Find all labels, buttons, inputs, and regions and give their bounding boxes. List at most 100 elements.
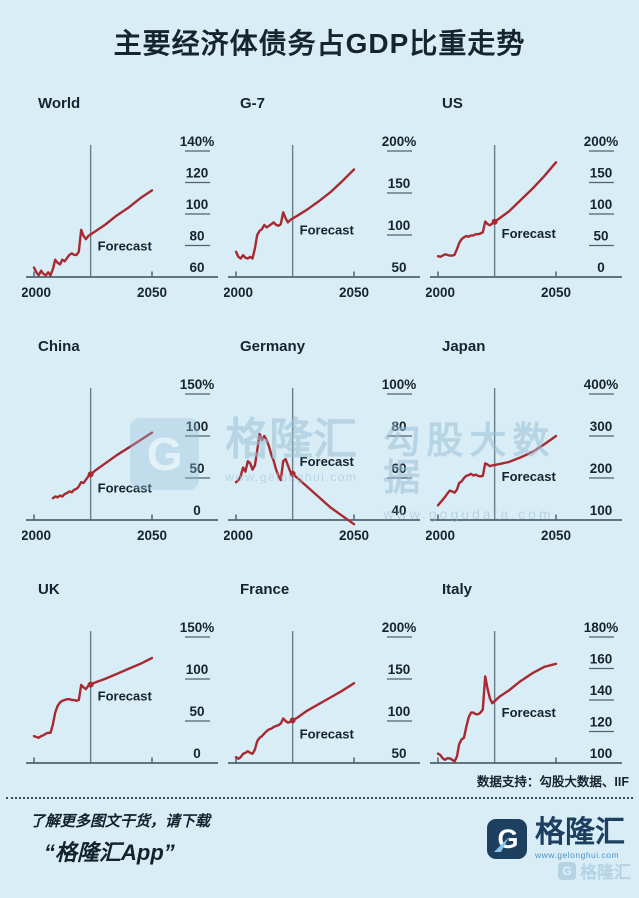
y-tick-label: 200 (590, 461, 613, 476)
chart-canvas: 150% 100 50 0 2000 2050 Forecast (22, 377, 218, 543)
y-tick-label: 100 (388, 218, 411, 233)
x-tick-label: 2050 (137, 285, 167, 300)
chart-canvas: 200% 150 100 50 2000 2050 Forecast (224, 134, 420, 300)
chart-canvas: 180% 160 140 120 100 Forecast (430, 620, 622, 764)
forecast-junction-dot (87, 471, 94, 478)
chart-title: G-7 (240, 95, 266, 112)
debt-gdp-series-line (436, 662, 558, 763)
debt-gdp-series-line (436, 161, 558, 259)
y-tick-label: 60 (391, 461, 406, 476)
y-tick-label: 0 (193, 503, 201, 518)
forecast-label: Forecast (98, 689, 153, 704)
chart-cell-france: France 200% 150 100 50 Forecast (224, 581, 424, 805)
charts-grid: World 140% 120 100 80 60 2000 2050 Forecast G-7 20… (22, 95, 626, 805)
forecast-label: Forecast (502, 226, 557, 241)
x-tick-label: 2000 (224, 528, 253, 543)
debt-gdp-series-line (436, 434, 558, 507)
chart-cell-uk: UK 150% 100 50 0 Forecast (22, 581, 222, 805)
chart-title: France (240, 581, 290, 598)
debt-gdp-series-line (32, 656, 154, 740)
forecast-label: Forecast (502, 469, 557, 484)
forecast-junction-dot (87, 681, 94, 688)
y-tick-label: 180% (584, 620, 619, 635)
footer-brand-url: www.gelonghui.com (535, 850, 620, 860)
gelonghui-logo-icon: G (487, 819, 527, 859)
y-tick-label: 50 (391, 746, 406, 761)
chart-canvas: 200% 150 100 50 Forecast (228, 620, 420, 764)
y-tick-label: 100% (382, 377, 417, 392)
chart-cell-germany: Germany 100% 80 60 40 2000 2050 Forecast (224, 338, 424, 562)
y-tick-label: 50 (189, 461, 204, 476)
debt-gdp-series-line (234, 681, 356, 761)
forecast-label: Forecast (300, 222, 355, 237)
x-tick-label: 2050 (137, 528, 167, 543)
forecast-junction-dot (491, 218, 498, 225)
y-tick-label: 60 (189, 260, 204, 275)
y-tick-label: 100 (186, 662, 209, 677)
y-tick-label: 80 (189, 229, 204, 244)
y-tick-label: 0 (193, 746, 201, 761)
chart-canvas: 150% 100 50 0 Forecast (26, 620, 218, 764)
dotted-separator (6, 797, 633, 799)
y-tick-label: 200% (382, 620, 417, 635)
x-tick-label: 2000 (22, 285, 51, 300)
chart-title: China (38, 338, 80, 355)
y-tick-label: 100 (590, 746, 613, 761)
y-tick-label: 100 (388, 704, 411, 719)
chart-title: US (442, 95, 463, 112)
forecast-label: Forecast (98, 480, 153, 495)
y-tick-label: 0 (597, 260, 605, 275)
forecast-label: Forecast (300, 454, 355, 469)
chart-cell-world: World 140% 120 100 80 60 2000 2050 Forecast (22, 95, 222, 319)
x-tick-label: 2050 (541, 285, 571, 300)
chart-title: World (38, 95, 81, 112)
data-support-note: 数据支持：勾股大数据、IIF (476, 775, 629, 789)
y-tick-label: 100 (186, 197, 209, 212)
x-tick-label: 2000 (426, 285, 455, 300)
y-tick-label: 150 (388, 176, 411, 191)
y-tick-label: 150% (180, 377, 215, 392)
chart-cell-us: US 200% 150 100 50 0 2000 2050 Forecast (426, 95, 626, 319)
y-tick-label: 150 (590, 166, 613, 181)
chart-cell-japan: Japan 400% 300 200 100 2000 2050 Forecast (426, 338, 626, 562)
y-tick-label: 150% (180, 620, 215, 635)
y-tick-label: 400% (584, 377, 619, 392)
y-tick-label: 50 (391, 260, 406, 275)
x-tick-label: 2050 (339, 528, 369, 543)
y-tick-label: 100 (590, 503, 613, 518)
footer-app-name: “格隆汇App” (44, 840, 175, 865)
chart-cell-china: China 150% 100 50 0 2000 2050 Forecast (22, 338, 222, 562)
chart-title: Italy (442, 581, 473, 598)
x-tick-label: 2000 (224, 285, 253, 300)
footer-brand-logo: G 格隆汇 www.gelonghui.com (486, 818, 625, 860)
y-tick-label: 100 (186, 419, 209, 434)
y-tick-label: 100 (590, 197, 613, 212)
chart-canvas: 400% 300 200 100 2000 2050 Forecast (426, 377, 622, 543)
y-tick-label: 120 (590, 715, 613, 730)
page-title: 主要经济体债务占GDP比重走势 (113, 28, 526, 59)
x-tick-label: 2000 (426, 528, 455, 543)
chart-canvas: 100% 80 60 40 2000 2050 Forecast (224, 377, 420, 543)
forecast-label: Forecast (98, 238, 153, 253)
chart-title: Germany (240, 338, 306, 355)
forecast-junction-dot (289, 470, 296, 477)
chart-canvas: 140% 120 100 80 60 2000 2050 Forecast (22, 134, 218, 300)
corner-logo-icon: G (558, 861, 576, 880)
chart-canvas: 200% 150 100 50 0 2000 2050 Forecast (426, 134, 622, 300)
corner-brand-text: 格隆汇 (580, 863, 631, 882)
chart-cell-g-7: G-7 200% 150 100 50 2000 2050 Forecast (224, 95, 424, 319)
chart-title: Japan (442, 338, 486, 355)
footer-promo-line: 了解更多图文干货，请下载 (30, 813, 211, 830)
debt-gdp-series-line (51, 431, 154, 500)
y-tick-label: 200% (382, 134, 417, 149)
forecast-label: Forecast (300, 726, 355, 741)
forecast-junction-dot (289, 717, 296, 724)
y-tick-label: 200% (584, 134, 619, 149)
x-tick-label: 2050 (339, 285, 369, 300)
forecast-label: Forecast (502, 705, 557, 720)
y-tick-label: 140% (180, 134, 215, 149)
chart-title: UK (38, 581, 60, 598)
x-tick-label: 2000 (22, 528, 51, 543)
corner-watermark: G 格隆汇 (558, 858, 631, 883)
chart-cell-italy: Italy 180% 160 140 120 100 Forecast (426, 581, 626, 805)
